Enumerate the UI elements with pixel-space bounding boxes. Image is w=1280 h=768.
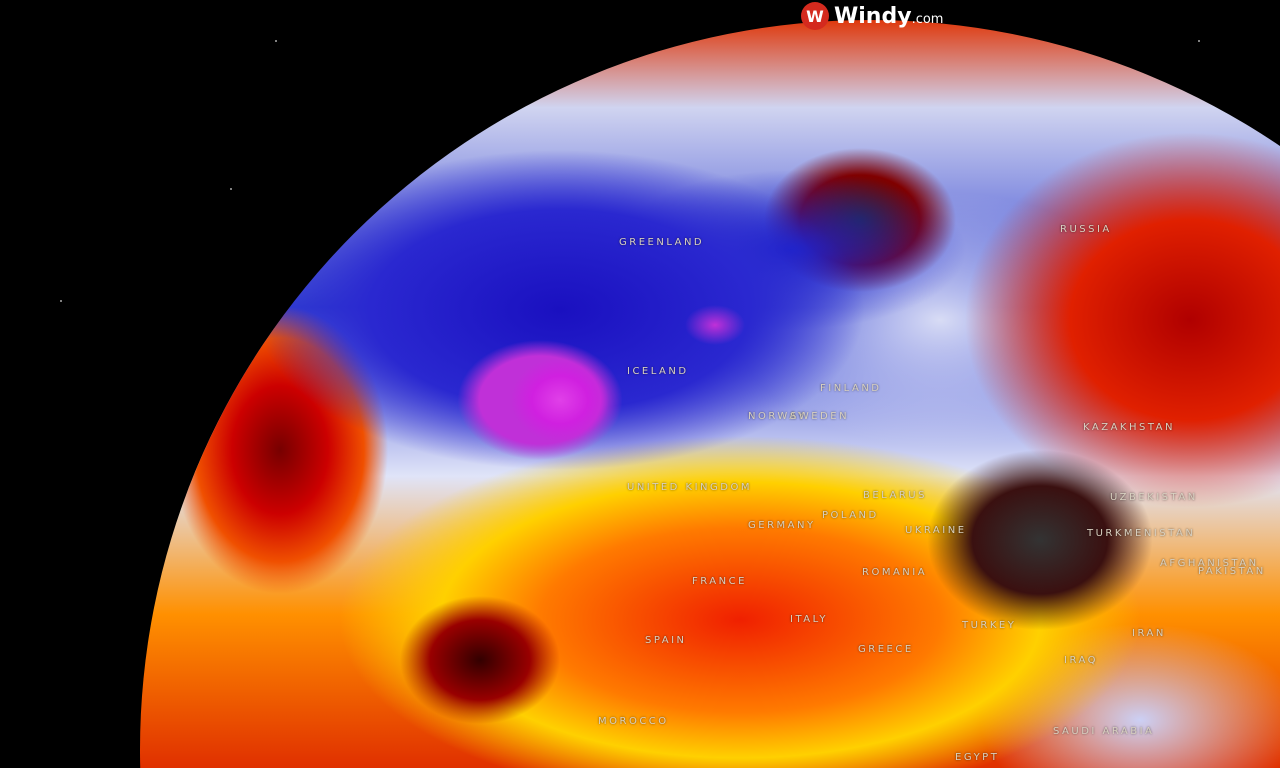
star: [230, 188, 232, 190]
star: [60, 300, 62, 302]
country-label: GREECE: [858, 644, 914, 655]
country-label: KAZAKHSTAN: [1083, 422, 1175, 433]
country-label: ITALY: [790, 614, 828, 625]
logo-text: Windy.com: [834, 3, 944, 29]
country-label: POLAND: [822, 510, 879, 521]
country-label: NORWAY: [748, 411, 807, 422]
country-label: BELARUS: [863, 490, 927, 501]
country-label: GREENLAND: [619, 237, 705, 248]
country-label: UKRAINE: [905, 525, 967, 536]
star: [275, 40, 277, 42]
country-label: SPAIN: [645, 635, 687, 646]
country-label: UNITED KINGDOM: [627, 482, 752, 493]
country-label: ROMANIA: [862, 567, 928, 578]
country-label: IRAN: [1132, 628, 1166, 639]
country-label: PAKISTAN: [1198, 566, 1266, 577]
star: [1198, 40, 1200, 42]
country-label: AFGHANISTAN: [1160, 558, 1259, 569]
country-label: UZBEKISTAN: [1110, 492, 1198, 503]
country-label: TURKEY: [962, 620, 1017, 631]
country-label: FRANCE: [692, 576, 747, 587]
country-label: IRAQ: [1064, 655, 1099, 666]
country-label: SWEDEN: [790, 411, 850, 422]
country-label: GERMANY: [748, 520, 816, 531]
country-label: RUSSIA: [1060, 224, 1112, 235]
country-label: FINLAND: [820, 383, 882, 394]
country-label: TURKMENISTAN: [1087, 528, 1196, 539]
country-label: ICELAND: [627, 366, 689, 377]
country-label: EGYPT: [955, 752, 1000, 763]
country-label: SAUDI ARABIA: [1053, 726, 1155, 737]
country-label: MOROCCO: [598, 716, 669, 727]
windy-logo: W Windy.com: [801, 2, 943, 30]
windy-logo-icon: W: [801, 2, 829, 30]
